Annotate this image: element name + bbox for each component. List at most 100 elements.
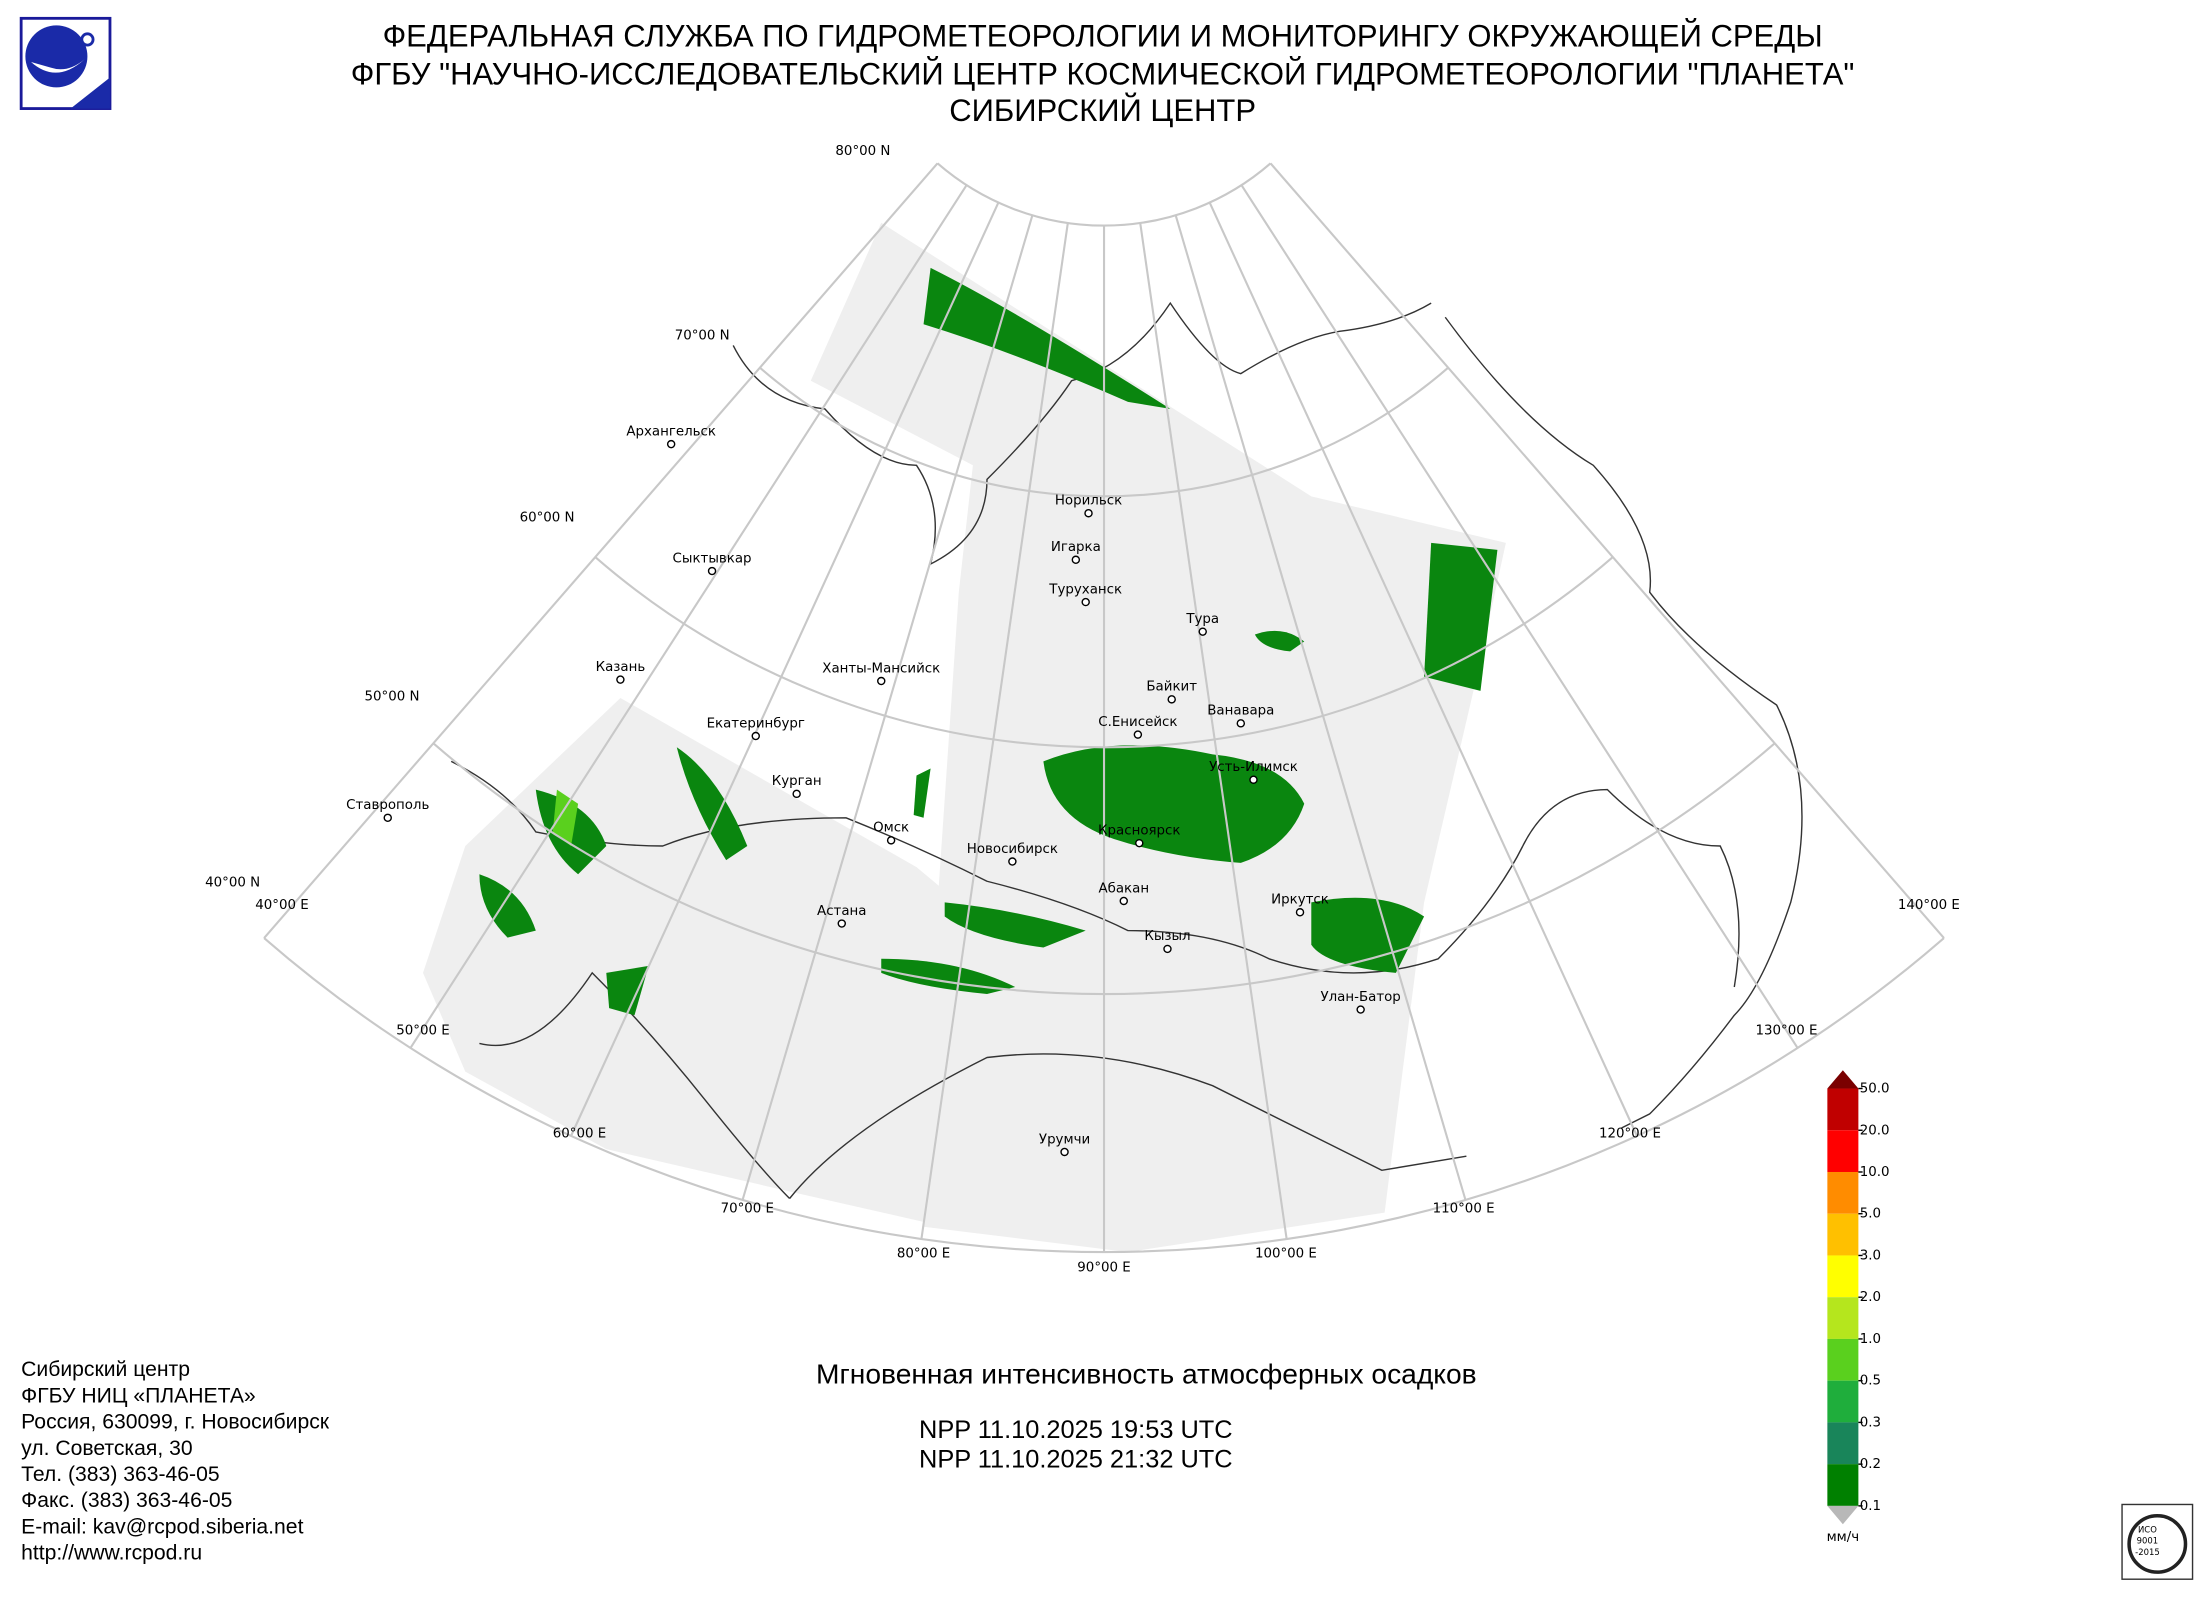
footer-line: http://www.rcpod.ru [21, 1542, 202, 1565]
product-title: Мгновенная интенсивность атмосферных оса… [816, 1358, 1477, 1390]
city-label: Тура [1185, 612, 1219, 627]
meridian [1139, 222, 1288, 1240]
footer-line: Сибирский центр [21, 1358, 190, 1381]
city-marker [1356, 1005, 1365, 1014]
city-marker [1081, 597, 1090, 607]
colorbar-band [1827, 1213, 1859, 1256]
lat-label: 50°00 N [364, 690, 419, 705]
iso-text: ИСО [2138, 1524, 2157, 1534]
city-marker [1008, 857, 1017, 866]
city-marker [383, 813, 392, 823]
colorbar-label: 3.0 [1860, 1248, 1881, 1263]
city-marker [1060, 1147, 1069, 1157]
city-label: Красноярск [1098, 823, 1180, 838]
city-label: Курган [772, 774, 822, 789]
meridian [263, 162, 939, 939]
city-marker [1119, 896, 1128, 906]
city-label: Усть-Илимск [1209, 760, 1298, 775]
iso-text: 9001 [2137, 1536, 2159, 1546]
meridian [1208, 202, 1638, 1137]
city-label: Ванавара [1207, 704, 1274, 719]
pass-time: NPP 11.10.2025 19:53 UTC [919, 1416, 1233, 1444]
colorbar-label: 10.0 [1860, 1165, 1890, 1180]
meridian [1174, 214, 1467, 1201]
city-label: Архангельск [626, 424, 716, 439]
footer-line: E-mail: kav@rcpod.siberia.net [21, 1515, 303, 1538]
lon-label: 70°00 E [721, 1201, 774, 1216]
city-marker [1236, 719, 1246, 728]
lon-label: 100°00 E [1255, 1246, 1317, 1261]
colorbar-band [1827, 1338, 1859, 1381]
colorbar: 50.0 20.0 10.0 5.0 3.0 2.0 1.0 0.5 0.3 0.2 0.1 мм/ч [1827, 1070, 1890, 1545]
city-label: Урумчи [1039, 1132, 1090, 1147]
meridian [741, 214, 1034, 1201]
city-label: Новосибирск [967, 841, 1058, 857]
meridian [409, 184, 968, 1049]
city-marker [1084, 509, 1093, 518]
city-marker [886, 836, 896, 845]
footer-line: ул. Советская, 30 [21, 1437, 192, 1460]
lon-label: 130°00 E [1755, 1024, 1817, 1039]
lon-label: 110°00 E [1433, 1201, 1495, 1216]
colorbar-band [1827, 1464, 1859, 1506]
cities: Архангельск Сыктывкар Казань Екатеринбург Ку… [346, 424, 1401, 1157]
header-line: ФЕДЕРАЛЬНАЯ СЛУЖБА ПО ГИДРОМЕТЕОРОЛОГИИ … [383, 17, 1823, 53]
city-label: Иркутск [1271, 893, 1329, 908]
colorbar-top [1827, 1070, 1859, 1089]
colorbar-band [1827, 1297, 1859, 1339]
city-label: Астана [817, 904, 866, 919]
colorbar-label: 1.0 [1860, 1332, 1881, 1347]
city-label: Улан-Батор [1320, 990, 1400, 1005]
meridian [1240, 184, 1799, 1049]
city-label: Ставрополь [346, 798, 429, 813]
city-marker [1135, 838, 1144, 848]
colorbar-label: 0.1 [1860, 1499, 1881, 1514]
colorbar-label: 0.2 [1860, 1457, 1881, 1472]
city-marker [616, 675, 625, 684]
city-label: С.Енисейск [1098, 715, 1177, 730]
footer: Сибирский центр ФГБУ НИЦ «ПЛАНЕТА» Россия,… [21, 1358, 330, 1565]
city-marker [1163, 944, 1172, 954]
colorbar-band [1827, 1422, 1859, 1465]
city-marker [1295, 908, 1305, 917]
meridian [1269, 162, 1945, 939]
colorbar-label: 20.0 [1860, 1123, 1890, 1138]
city-label: Екатеринбург [707, 715, 805, 731]
colorbar-unit: мм/ч [1827, 1530, 1860, 1545]
precipitation-light [552, 789, 579, 846]
city-label: Казань [596, 660, 646, 675]
lon-label: 90°00 E [1077, 1261, 1130, 1276]
colorbar-band [1827, 1255, 1859, 1298]
precipitation [479, 267, 1498, 1016]
header-line: ФГБУ "НАУЧНО-ИССЛЕДОВАТЕЛЬСКИЙ ЦЕНТР КОС… [351, 55, 1855, 91]
lat-label: 60°00 N [520, 510, 575, 525]
city-marker [1249, 775, 1258, 784]
meridian [920, 222, 1069, 1240]
meridian [570, 202, 1000, 1137]
city-label: Омск [873, 821, 909, 836]
city-marker [1133, 730, 1143, 739]
colorbar-label: 50.0 [1860, 1082, 1890, 1097]
footer-line: Факс. (383) 363-46-05 [21, 1489, 232, 1512]
footer-line: Тел. (383) 363-46-05 [21, 1463, 219, 1486]
lat-label: 70°00 N [675, 329, 730, 344]
lon-label: 140°00 E [1898, 898, 1960, 913]
lon-label: 60°00 E [553, 1127, 606, 1142]
lon-label: 40°00 E [255, 898, 308, 913]
city-marker [1198, 627, 1207, 636]
iso-logo: ИСО 9001 -2015 [2121, 1503, 2194, 1580]
swath [423, 222, 1506, 1253]
colorbar-band [1827, 1171, 1859, 1214]
footer-line: Россия, 630099, г. Новосибирск [21, 1411, 330, 1434]
colorbar-band [1827, 1380, 1859, 1423]
colorbar-label: 0.5 [1860, 1374, 1881, 1389]
city-label: Норильск [1055, 494, 1122, 509]
city-marker [877, 676, 886, 686]
pass-time: NPP 11.10.2025 21:32 UTC [919, 1445, 1233, 1473]
city-marker [751, 731, 760, 741]
parallel [936, 162, 1272, 227]
colorbar-label: 2.0 [1860, 1290, 1881, 1305]
header-line: СИБИРСКИЙ ЦЕНТР [949, 92, 1256, 128]
footer-line: ФГБУ НИЦ «ПЛАНЕТА» [21, 1384, 256, 1407]
